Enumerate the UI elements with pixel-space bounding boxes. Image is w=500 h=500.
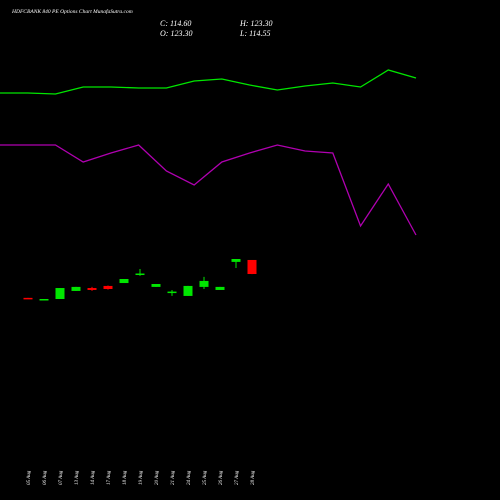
x-tick-label: 17 Aug <box>107 470 112 485</box>
x-tick-label: 13 Aug <box>75 470 80 485</box>
candle-body <box>119 279 129 284</box>
candle-body <box>135 273 145 276</box>
x-tick-label: 25 Aug <box>203 470 208 485</box>
x-tick-label: 05 Aug <box>27 470 32 485</box>
x-tick-label: 21 Aug <box>171 470 176 485</box>
candle-body <box>199 280 209 287</box>
candle-body <box>231 259 241 262</box>
x-tick-label: 06 Aug <box>43 470 48 485</box>
x-tick-label: 07 Aug <box>59 470 64 485</box>
candle-body <box>87 288 97 290</box>
candle-body <box>39 299 49 301</box>
line-series <box>0 69 417 95</box>
candle-body <box>183 285 193 296</box>
x-tick-label: 24 Aug <box>187 470 192 485</box>
candle-body <box>215 286 225 290</box>
x-tick-label: 20 Aug <box>155 470 160 485</box>
candle-body <box>167 291 177 294</box>
line-series <box>0 144 417 236</box>
candle-body <box>23 297 33 300</box>
x-tick-label: 26 Aug <box>219 470 224 485</box>
candle-body <box>247 259 257 274</box>
x-tick-label: 27 Aug <box>235 470 240 485</box>
candle-body <box>55 288 65 299</box>
close-label: C: 114.60 <box>160 19 191 28</box>
chart-title: HDFCBANK 840 PE Options Chart MunafaSutr… <box>11 8 133 15</box>
low-label: L: 114.55 <box>239 29 271 38</box>
x-tick-label: 19 Aug <box>139 470 144 485</box>
x-tick-label: 28 Aug <box>251 470 256 485</box>
candle-body <box>103 285 113 289</box>
x-tick-label: 14 Aug <box>91 470 96 485</box>
high-label: H: 123.30 <box>239 19 272 28</box>
candle-body <box>151 284 161 287</box>
open-label: O: 123.30 <box>160 29 192 38</box>
x-tick-label: 18 Aug <box>123 470 128 485</box>
candle-body <box>71 286 81 291</box>
